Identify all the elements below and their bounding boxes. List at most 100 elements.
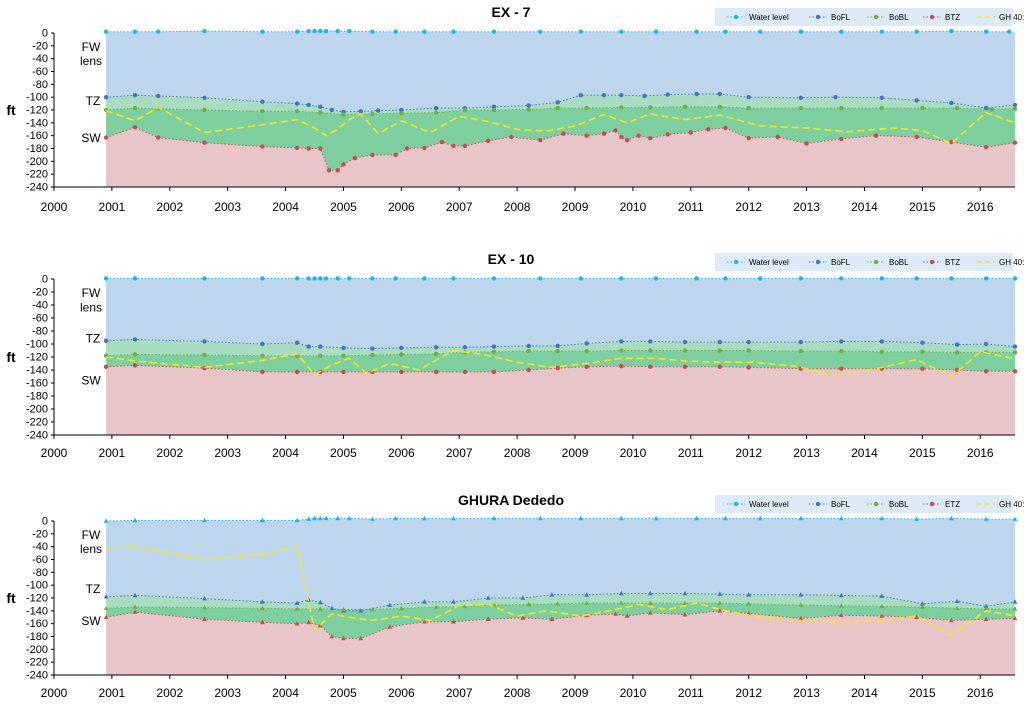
point-btz	[624, 138, 630, 143]
point-bobl	[433, 110, 439, 115]
x-tick-label: 2001	[99, 686, 126, 700]
x-tick-label: 2012	[735, 686, 762, 700]
legend-label-gh-40-1: GH 40:1	[999, 500, 1024, 509]
legend-label-bobl: BoBL	[889, 500, 909, 509]
zone-label-tz: TZ	[86, 582, 101, 596]
legend-background	[715, 253, 1013, 271]
point-bofl	[839, 339, 844, 344]
point-bofl	[578, 93, 583, 98]
point-bofl	[879, 339, 884, 344]
point-etz	[879, 613, 885, 618]
point-water-level	[156, 29, 161, 34]
y-tick-label: -40	[32, 300, 48, 312]
zone-label-fw: FW	[82, 286, 101, 300]
point-bofl	[798, 339, 803, 345]
point-bofl	[648, 339, 653, 344]
point-bofl	[879, 593, 885, 598]
point-bobl	[798, 105, 803, 111]
point-bofl	[260, 99, 265, 104]
point-btz	[636, 133, 641, 138]
chart-title: EX - 7	[492, 4, 531, 20]
y-tick-label: -40	[32, 541, 48, 553]
point-btz	[526, 367, 531, 373]
point-bobl	[954, 605, 960, 611]
sw-area	[106, 610, 1016, 675]
point-water-level	[260, 517, 265, 523]
point-btz	[306, 146, 311, 151]
point-water-level	[370, 276, 375, 281]
y-tick-label: -220	[26, 657, 48, 669]
point-etz	[387, 624, 393, 629]
point-water-level	[757, 515, 763, 521]
series-line-water-level	[106, 517, 1015, 522]
point-water-level	[294, 276, 300, 281]
legend-label-water-level: Water level	[749, 13, 789, 22]
zone-label-lens: lens	[80, 542, 102, 556]
point-bofl	[358, 109, 363, 114]
point-btz	[914, 134, 919, 140]
bofl-area	[106, 339, 1016, 356]
point-water-level	[347, 28, 352, 34]
point-water-level	[323, 515, 329, 521]
point-water-level	[879, 276, 884, 281]
point-water-level	[132, 29, 138, 34]
legend-label-water-level: Water level	[749, 258, 789, 267]
point-bofl	[387, 602, 393, 607]
point-bobl	[370, 352, 375, 358]
point-btz	[462, 369, 468, 375]
point-etz	[341, 635, 346, 641]
point-bofl	[879, 95, 884, 101]
y-tick-label: -220	[26, 417, 48, 429]
x-tick-label: 2002	[156, 200, 183, 214]
x-tick-label: 2004	[272, 200, 299, 214]
point-water-level	[294, 517, 300, 523]
point-btz	[584, 133, 589, 138]
y-tick-label: -120	[26, 352, 48, 364]
bofl-area	[106, 94, 1016, 115]
point-bobl	[798, 602, 804, 607]
point-bobl	[202, 107, 207, 113]
point-water-level	[347, 276, 352, 281]
point-btz	[260, 369, 265, 375]
point-water-level	[260, 276, 265, 281]
point-btz	[439, 139, 445, 145]
x-tick-label: 2010	[620, 200, 647, 214]
point-btz	[983, 369, 989, 374]
y-tick-label: -20	[32, 287, 48, 299]
point-water-level	[318, 276, 323, 281]
point-btz	[294, 369, 300, 375]
chart-title: EX - 10	[488, 251, 535, 267]
point-water-level	[983, 29, 989, 34]
point-btz	[422, 145, 427, 151]
point-bobl	[954, 105, 960, 111]
y-tick-label: -160	[26, 618, 48, 630]
point-water-level	[758, 276, 763, 281]
point-bofl	[491, 104, 497, 110]
x-tick-label: 2014	[851, 686, 878, 700]
point-btz	[318, 146, 323, 151]
point-btz	[775, 134, 780, 140]
fw-lens-area	[106, 518, 1016, 611]
x-tick-label: 2014	[851, 200, 878, 214]
point-water-level	[723, 276, 728, 281]
zone-label-lens: lens	[80, 301, 102, 315]
point-bobl	[103, 605, 109, 611]
point-bobl	[647, 600, 653, 605]
point-bofl	[462, 345, 468, 350]
x-tick-label: 2016	[967, 686, 994, 700]
point-bobl	[317, 606, 323, 611]
point-btz	[648, 364, 653, 369]
point-water-level	[422, 29, 427, 34]
x-tick-label: 2010	[620, 686, 647, 700]
point-bobl	[526, 348, 531, 354]
y-axis-label: ft	[6, 102, 16, 118]
point-bobl	[746, 105, 751, 111]
y-tick-label: -80	[32, 326, 48, 338]
point-bobl	[879, 105, 884, 111]
x-tick-label: 2007	[446, 686, 473, 700]
point-etz	[132, 609, 138, 614]
legend: Water level BoFL BoBL BTZ GH 40:1	[715, 253, 1024, 271]
point-bofl	[746, 592, 752, 597]
y-tick-label: -140	[26, 365, 48, 377]
point-btz	[746, 136, 751, 141]
